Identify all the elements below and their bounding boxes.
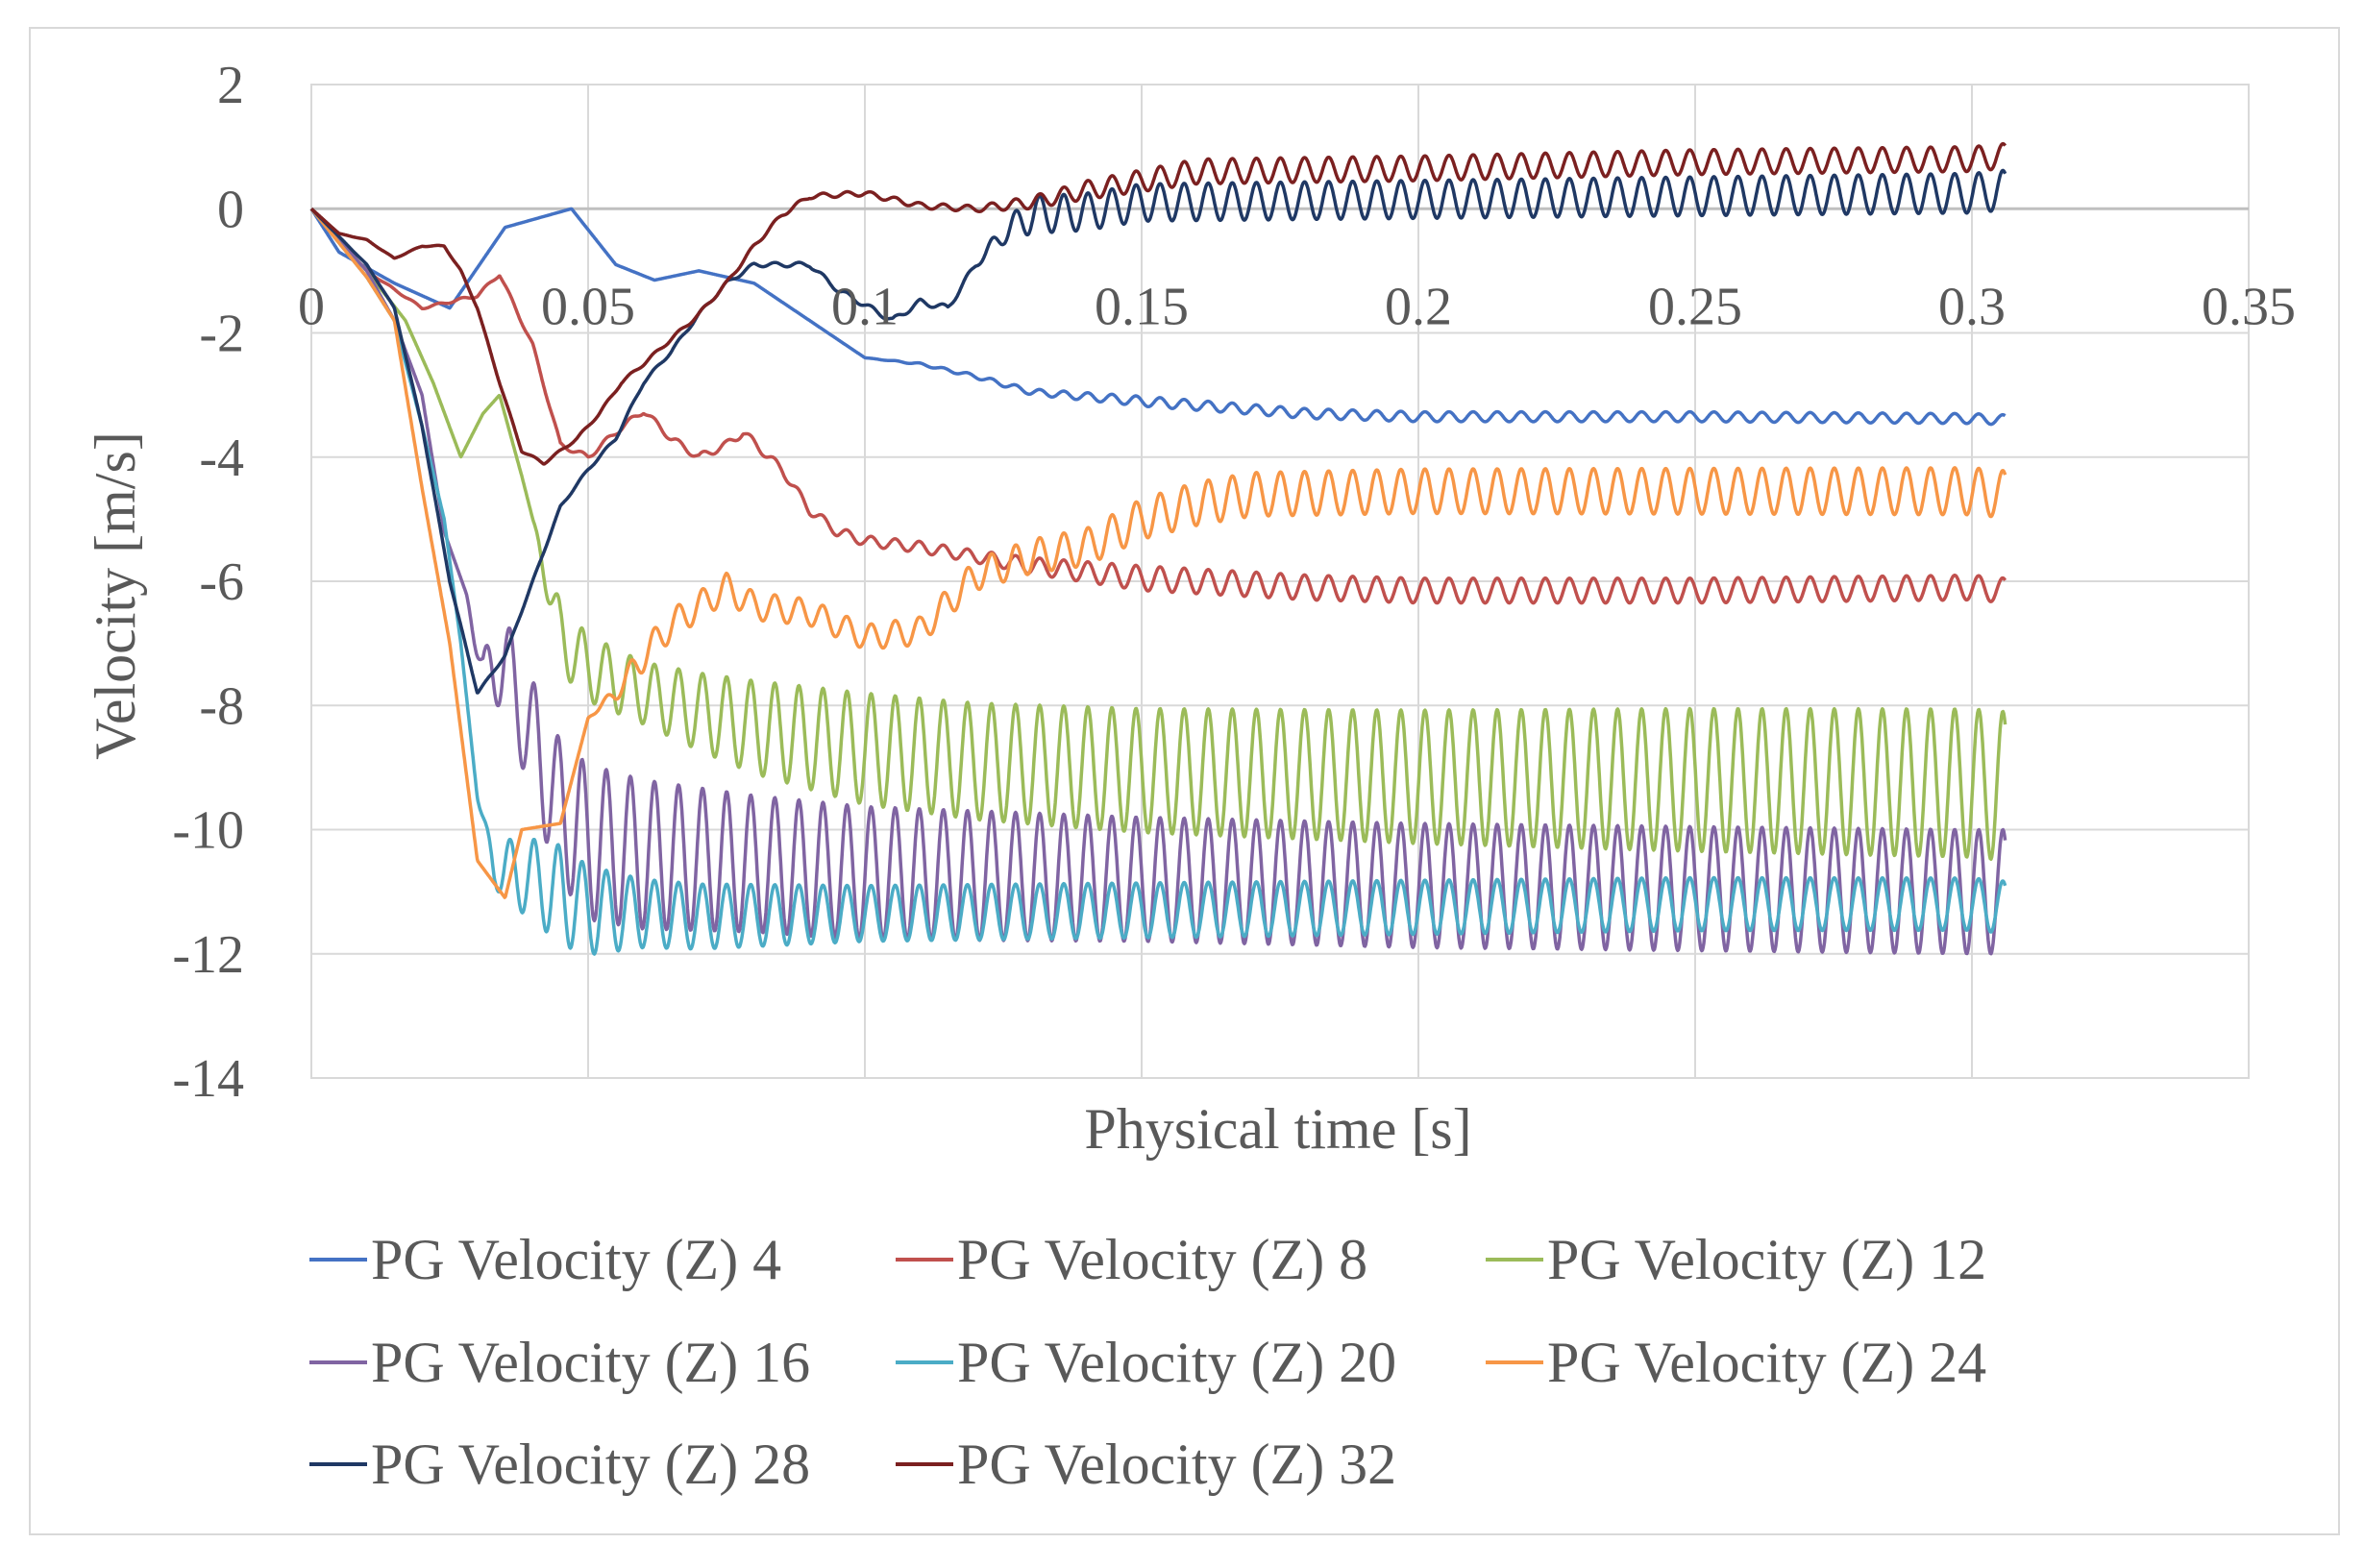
series-line-8 <box>309 141 2007 466</box>
chart-frame <box>29 27 2340 1535</box>
x-tick-label: 0 <box>298 277 325 336</box>
legend-label-6: PG Velocity (Z) 24 <box>1547 1331 1986 1394</box>
y-tick-labels: 2 0 -2 -4 -6 -8 -10 -12 -14 <box>172 56 244 1109</box>
x-axis-title: Physical time [s] <box>1084 1097 1471 1161</box>
y-tick-label: -14 <box>172 1049 244 1109</box>
legend-label-4: PG Velocity (Z) 16 <box>371 1331 810 1394</box>
y-tick-label: 0 <box>217 180 244 239</box>
legend-label-5: PG Velocity (Z) 20 <box>957 1331 1396 1394</box>
x-tick-label: 0.3 <box>1938 277 2006 336</box>
series-line-2 <box>309 208 2007 605</box>
x-tick-label: 0.05 <box>541 277 635 336</box>
y-tick-label: -4 <box>199 429 244 488</box>
legend-label-8: PG Velocity (Z) 32 <box>957 1433 1396 1496</box>
x-tick-label: 0.1 <box>831 277 899 336</box>
series-line-6 <box>309 208 2007 899</box>
y-tick-label: -10 <box>172 801 244 861</box>
legend: PG Velocity (Z) 4 PG Velocity (Z) 8 PG Vel… <box>309 1228 1986 1496</box>
y-axis-title: Velocity [m/s] <box>84 431 147 760</box>
y-tick-label: -6 <box>199 552 244 612</box>
series-line-4 <box>309 208 2007 956</box>
x-tick-label: 0.2 <box>1385 277 1452 336</box>
series-line-3 <box>309 208 2007 861</box>
series-line-1 <box>309 207 2007 427</box>
x-tick-labels: 0 0.05 0.1 0.15 0.2 0.25 0.3 0.35 <box>298 277 2296 336</box>
plot-area <box>310 84 2250 1079</box>
series-group <box>309 141 2007 956</box>
x-tick-label: 0.15 <box>1095 277 1189 336</box>
y-tick-label: -8 <box>199 676 244 736</box>
plot-border <box>310 84 2250 1079</box>
y-tick-label: 2 <box>217 56 244 115</box>
series-line-5 <box>309 208 2007 956</box>
legend-label-7: PG Velocity (Z) 28 <box>371 1433 810 1496</box>
y-tick-label: -2 <box>199 305 244 364</box>
legend-label-1: PG Velocity (Z) 4 <box>371 1228 781 1291</box>
series-line-7 <box>309 168 2007 695</box>
x-tick-label: 0.25 <box>1648 277 1742 336</box>
legend-label-3: PG Velocity (Z) 12 <box>1547 1228 1986 1291</box>
y-tick-label: -12 <box>172 925 244 985</box>
x-tick-label: 0.35 <box>2202 277 2296 336</box>
legend-label-2: PG Velocity (Z) 8 <box>957 1228 1367 1291</box>
